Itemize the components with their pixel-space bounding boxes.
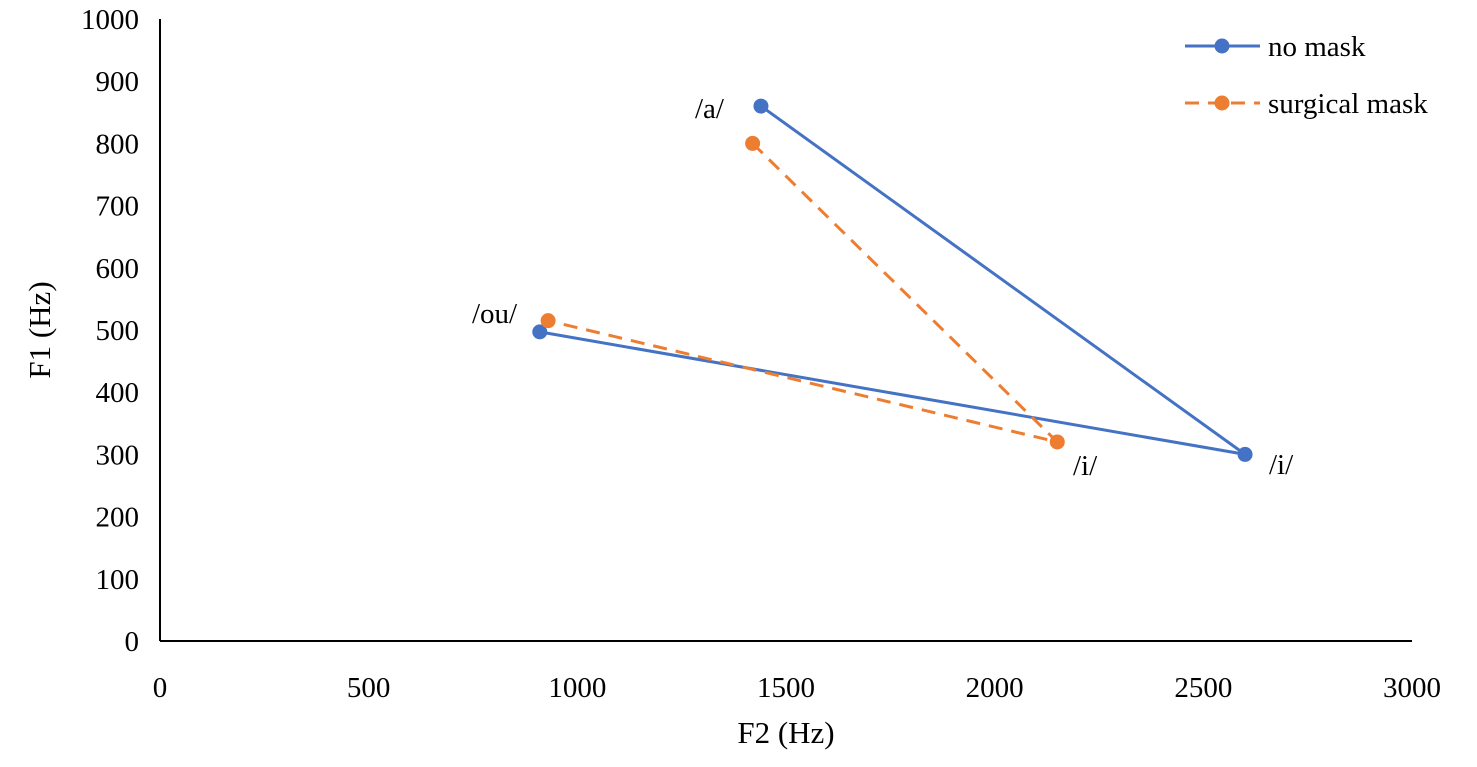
- x-tick-label: 1500: [757, 672, 815, 704]
- y-tick-labels: 0 100 200 300 400 500 600 700 800 900 1000: [81, 4, 139, 658]
- x-tick-label: 2000: [966, 672, 1024, 704]
- point-labels: /a/ /ou/ /i/ /i/: [472, 93, 1294, 482]
- label-vowel-a: /a/: [695, 93, 725, 125]
- label-vowel-i-no-mask: /i/: [1269, 449, 1294, 481]
- y-axis-title: F1 (Hz): [22, 281, 57, 378]
- x-tick-label: 500: [347, 672, 391, 704]
- data-point-no-mask-1: [1237, 446, 1253, 462]
- label-vowel-ou: /ou/: [472, 298, 518, 330]
- y-tick-label: 200: [96, 502, 140, 534]
- y-tick-label: 500: [96, 315, 140, 347]
- legend-item-surgical-mask: surgical mask: [1185, 88, 1428, 120]
- data-point-no-mask-2: [532, 324, 548, 340]
- legend-label-surgical-mask: surgical mask: [1268, 88, 1428, 120]
- y-tick-label: 700: [96, 191, 140, 223]
- legend-label-no-mask: no mask: [1268, 31, 1366, 63]
- x-axis-title: F2 (Hz): [737, 715, 834, 750]
- y-tick-label: 1000: [81, 4, 139, 36]
- series-layer: [532, 98, 1253, 462]
- series-line-surgical-mask: [547, 142, 1059, 444]
- data-point-surgical-mask-2: [540, 313, 556, 329]
- x-tick-label: 2500: [1174, 672, 1232, 704]
- label-vowel-i-surgical-mask: /i/: [1073, 450, 1098, 482]
- y-tick-label: 800: [96, 128, 140, 160]
- y-tick-label: 100: [96, 564, 140, 596]
- legend-marker-no-mask: [1214, 38, 1230, 54]
- legend: no mask surgical mask: [1185, 31, 1428, 120]
- data-point-surgical-mask-1: [1049, 434, 1065, 450]
- x-tick-label: 3000: [1383, 672, 1441, 704]
- legend-marker-surgical-mask: [1214, 95, 1230, 111]
- y-tick-label: 600: [96, 253, 140, 285]
- x-tick-label: 0: [153, 672, 168, 704]
- data-point-no-mask-0: [753, 98, 769, 114]
- axes: [159, 19, 1412, 642]
- legend-item-no-mask: no mask: [1185, 31, 1366, 63]
- y-tick-label: 0: [125, 626, 140, 658]
- x-tick-label: 1000: [548, 672, 606, 704]
- y-tick-label: 400: [96, 377, 140, 409]
- data-point-surgical-mask-0: [745, 135, 761, 151]
- y-tick-label: 900: [96, 66, 140, 98]
- x-tick-labels: 0 500 1000 1500 2000 2500 3000: [153, 672, 1441, 704]
- y-tick-label: 300: [96, 439, 140, 471]
